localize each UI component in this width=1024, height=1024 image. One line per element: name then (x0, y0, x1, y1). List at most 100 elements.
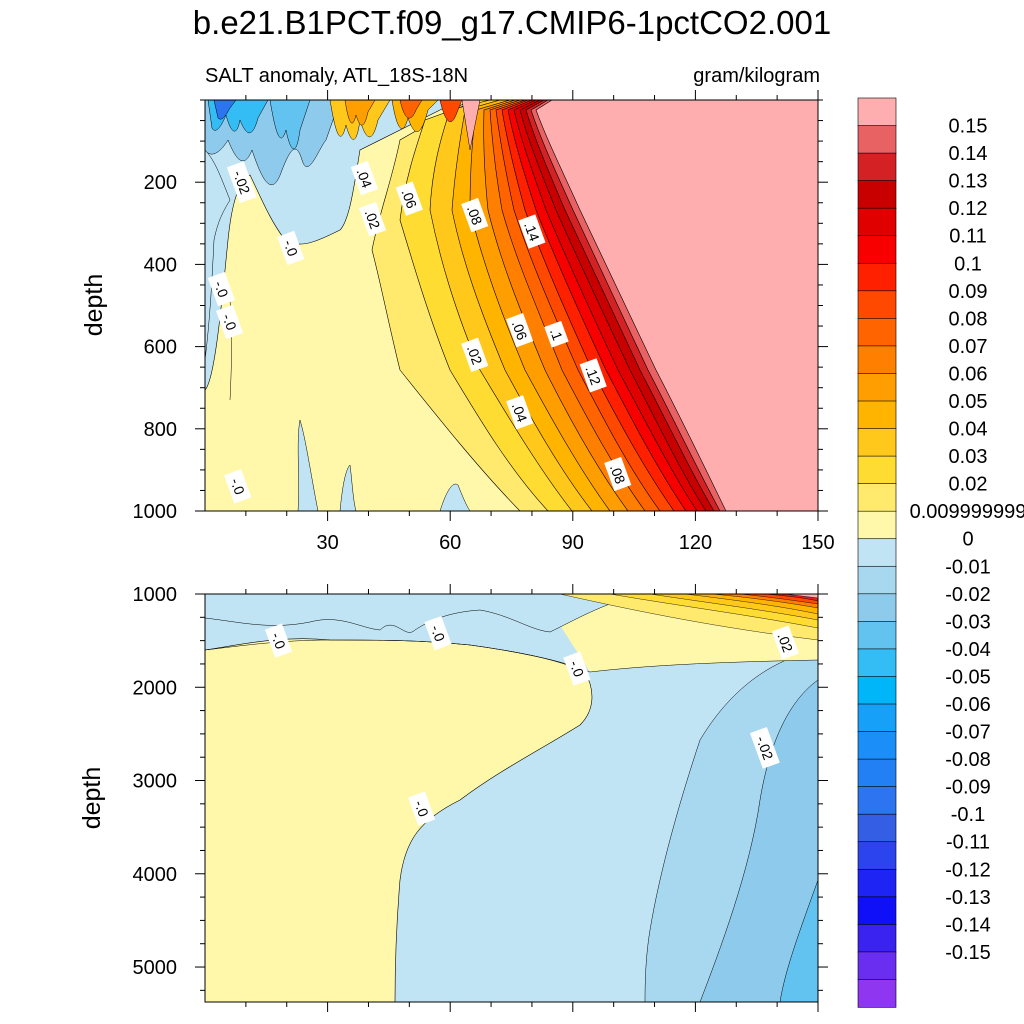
contour-label: .1 (544, 320, 569, 348)
contour-label: .04 (506, 395, 534, 430)
colorbar-label: -0.14 (945, 914, 991, 936)
top-left-subtitle: SALT anomaly, ATL_18S-18N (205, 65, 468, 87)
colorbar-swatch (857, 703, 897, 733)
y-tick-label: 4000 (133, 864, 178, 886)
contour-label-bg (563, 651, 591, 686)
contour-label-text: -.0 (428, 623, 449, 644)
contour-label-bg (461, 197, 489, 233)
colorbar-label: 0.08 (949, 308, 988, 330)
colorbar-label: -0.1 (951, 804, 985, 826)
colorbar-swatch (857, 318, 897, 347)
contour-label-text: .02 (464, 343, 486, 367)
contour-label-bg (395, 181, 423, 216)
x-tick-label: 30 (316, 532, 338, 554)
contour-label-text: .14 (521, 220, 543, 244)
contour-label-text: -.02 (230, 168, 253, 196)
contour-label-bg (461, 337, 489, 372)
colorbar-label: -0.13 (945, 887, 991, 909)
y-tick-label: 1000 (133, 501, 178, 523)
colorbar-label: -0.06 (945, 694, 991, 716)
x-tick-label: 120 (679, 532, 712, 554)
colorbar-label: 0.06 (949, 363, 988, 385)
y-tick-label: 5000 (133, 957, 178, 979)
contour-label: -.02 (226, 161, 257, 204)
x-tick-label: 90 (562, 532, 584, 554)
colorbar-label: 0.009999999 (910, 501, 1024, 523)
colorbar-swatch (857, 676, 897, 705)
contour-label: .02 (771, 625, 799, 660)
colorbar-label: 0.07 (949, 336, 988, 358)
colorbar-swatch (857, 97, 897, 127)
colorbar-swatch (857, 428, 897, 457)
contour-label-bg (424, 615, 452, 651)
contour-label-text: -.0 (281, 238, 302, 259)
x-tick-label: 150 (801, 532, 834, 554)
contour-label-bg (506, 395, 534, 430)
contour-label-bg (749, 726, 780, 769)
surface-noise-region (205, 100, 463, 185)
contour-label-bg (226, 161, 257, 204)
contour-label: .06 (395, 181, 423, 216)
contour-label: -.0 (277, 230, 305, 266)
bottom-y-axis-label: depth (78, 767, 106, 830)
colorbar-swatch (857, 896, 897, 926)
contour-label-text: .04 (354, 166, 376, 190)
colorbar-swatch (857, 979, 897, 1008)
contour-label-text: -.02 (753, 734, 776, 762)
colorbar-swatch (857, 345, 897, 375)
contour-label: .08 (461, 197, 489, 233)
colorbar-swatch (857, 593, 897, 623)
contour-label-bg (264, 623, 293, 658)
top-panel: SALT anomaly, ATL_18S-18N gram/kilogram (80, 65, 835, 554)
colorbar-label: 0.1 (954, 253, 982, 275)
colorbar-label: 0.14 (949, 143, 988, 165)
colorbar-swatch (857, 235, 897, 264)
bottom-contour-fill (205, 594, 818, 1002)
colorbar-label: 0 (962, 529, 973, 551)
contour-label: -.02 (749, 726, 780, 769)
contour-label-bg (215, 304, 244, 340)
contour-label-text: -.0 (411, 798, 432, 819)
colorbar-swatch (857, 951, 897, 981)
colorbar-swatch (857, 621, 897, 650)
bottom-axis-ticks: 1000 2000 3000 4000 5000 (133, 584, 828, 1012)
contour-label: .08 (604, 456, 632, 492)
colorbar-label: -0.15 (945, 942, 991, 964)
colorbar-label: 0.02 (949, 474, 988, 496)
top-y-axis-label: depth (80, 274, 108, 337)
contour-label-bg (544, 320, 569, 348)
contour-label-bg (350, 160, 378, 196)
top-contour-fill (205, 100, 818, 511)
contour-label-text: .04 (509, 400, 531, 424)
y-tick-label: 400 (144, 254, 177, 276)
colorbar-label: -0.09 (945, 777, 991, 799)
contour-label-text: .02 (774, 631, 796, 655)
colorbar-label: -0.05 (945, 666, 991, 688)
colorbar: 0.15 0.14 0.13 0.12 0.11 0.1 0.09 0.08 0.07 0.06 0… (857, 97, 1024, 1008)
contour-label-bg (207, 271, 235, 307)
colorbar-label: -0.11 (946, 832, 990, 854)
colorbar-swatch (857, 373, 897, 402)
bottom-plot-frame (204, 593, 819, 1003)
contour-label: .02 (358, 202, 387, 237)
contour-label: -.0 (424, 615, 452, 651)
contour-label: .04 (350, 160, 378, 196)
contour-label: .14 (518, 214, 546, 249)
y-tick-label: 600 (144, 337, 177, 359)
colorbar-swatch (857, 648, 897, 678)
contour-label: -.0 (408, 791, 436, 826)
colorbar-swatch (857, 180, 897, 209)
colorbar-label: -0.02 (945, 584, 991, 606)
contour-label-bg (506, 312, 534, 348)
colorbar-swatch (857, 813, 897, 843)
colorbar-label: 0.13 (949, 171, 988, 193)
colorbar-label: 0.09 (949, 281, 988, 303)
colorbar-swatch (857, 510, 897, 540)
colorbar-swatch (857, 841, 897, 870)
contour-label: -.0 (215, 304, 244, 340)
colorbar-label: -0.08 (945, 749, 991, 771)
top-right-subtitle: gram/kilogram (693, 65, 820, 87)
colorbar-swatch (857, 125, 897, 154)
y-tick-label: 1000 (133, 584, 178, 606)
